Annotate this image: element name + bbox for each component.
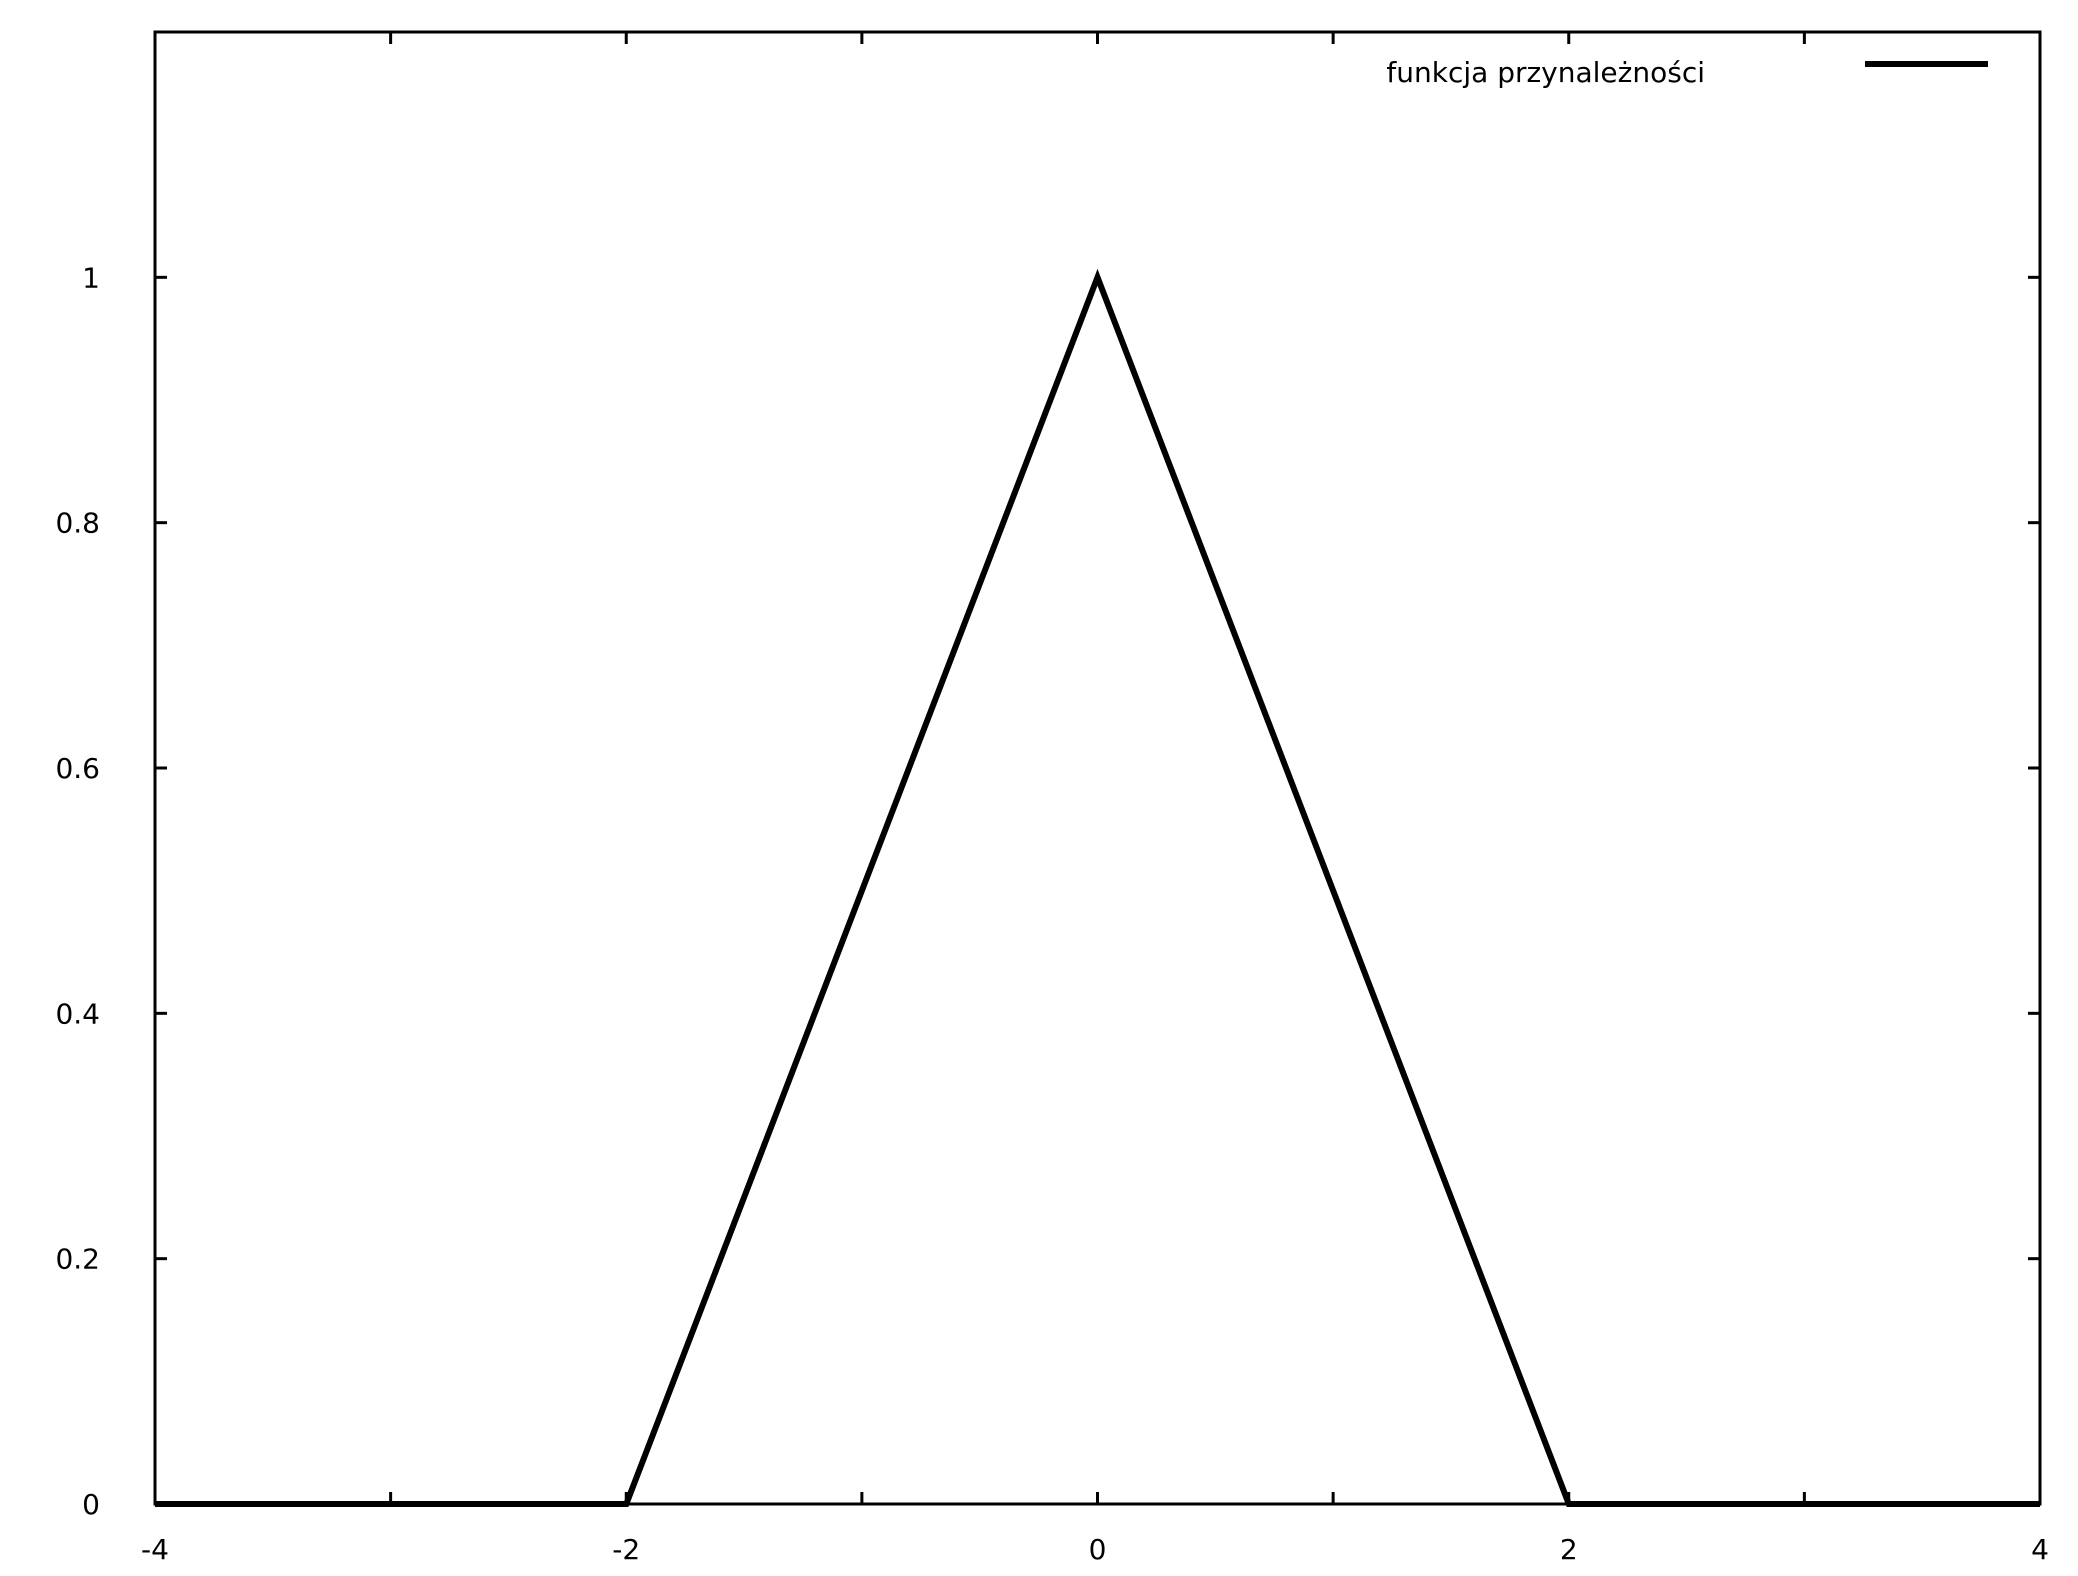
plot-area <box>153 30 2042 1506</box>
legend: funkcja przynależności <box>1386 56 1988 89</box>
series-layer <box>155 268 2040 1507</box>
y-tick-label: 0 <box>82 1488 100 1521</box>
y-tick-label: 0.2 <box>55 1243 100 1276</box>
x-tick-label: -2 <box>612 1533 640 1566</box>
y-tick-label: 0.6 <box>55 752 100 785</box>
y-axis-ticks: 0 0.2 0.4 0.6 0.8 1 <box>55 261 2040 1521</box>
y-tick-label: 0.4 <box>55 997 100 1030</box>
series-line-0 <box>155 268 2040 1507</box>
x-tick-label: 0 <box>1089 1533 1107 1566</box>
x-tick-label: 2 <box>1560 1533 1578 1566</box>
x-tick-label: -4 <box>141 1533 169 1566</box>
x-axis-ticks: -4 -2 0 2 4 <box>141 32 2049 1566</box>
y-tick-label: 0.8 <box>55 507 100 540</box>
x-tick-label: 4 <box>2031 1533 2049 1566</box>
legend-label: funkcja przynależności <box>1386 56 1705 89</box>
y-tick-label: 1 <box>82 261 100 294</box>
